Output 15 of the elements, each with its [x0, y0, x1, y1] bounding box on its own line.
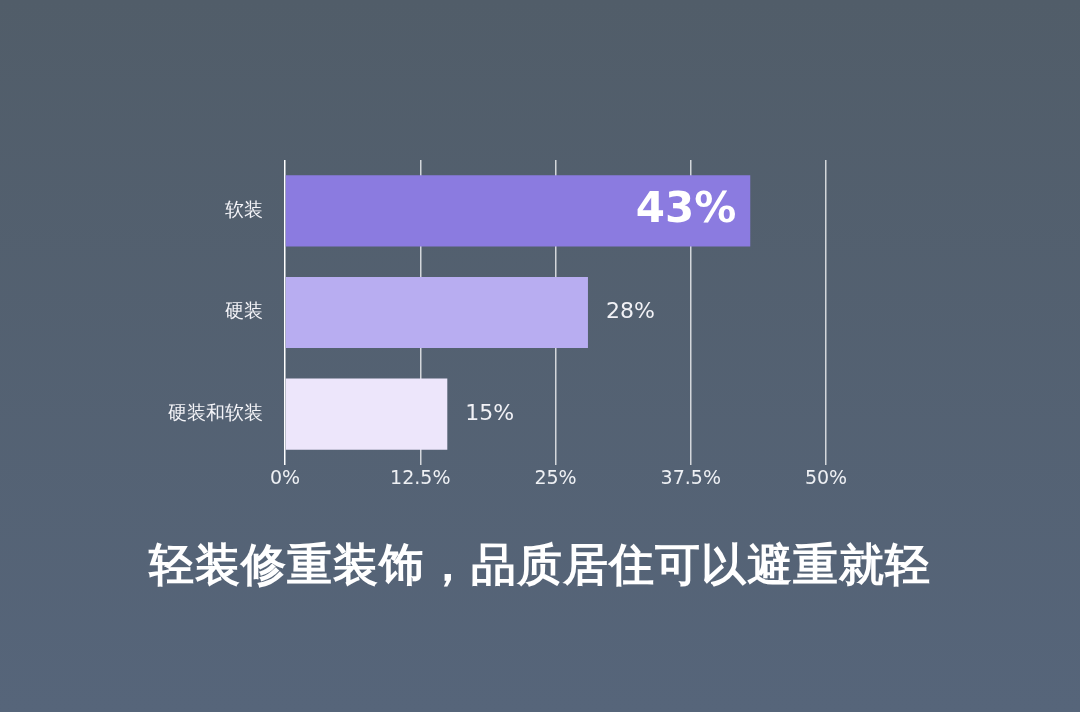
x-tick-label: 25%	[534, 466, 577, 489]
bar	[285, 276, 588, 349]
data-label: 43%	[635, 182, 737, 232]
x-tick-label: 0%	[269, 466, 301, 489]
x-tick-label: 50%	[804, 466, 848, 489]
y-tick-label: 硬装	[225, 299, 263, 322]
text: 轻装修重装饰，品质居住可以避重就轻	[147, 537, 932, 593]
data-label: 15%	[465, 399, 515, 425]
bar	[285, 378, 448, 450]
data-label: 28%	[605, 298, 655, 324]
bar	[285, 175, 751, 247]
y-tick-label: 软装	[225, 197, 263, 220]
y-tick-label: 硬装和软装	[168, 401, 263, 424]
x-tick-label: 37.5%	[660, 466, 721, 489]
x-tick-label: 12.5%	[390, 466, 451, 489]
